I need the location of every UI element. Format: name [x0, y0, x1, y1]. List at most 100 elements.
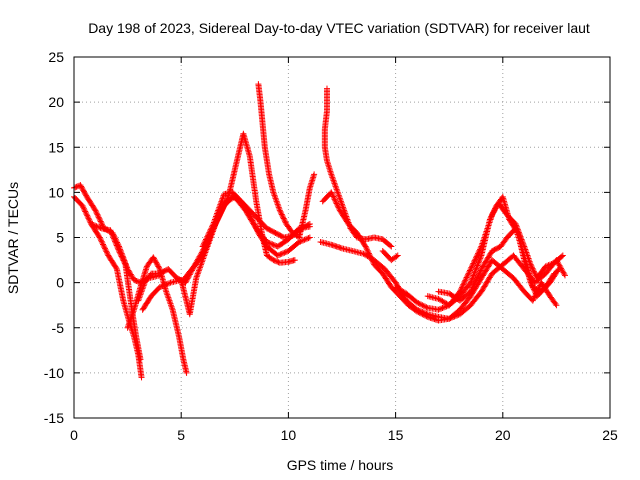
data-point: [328, 189, 335, 196]
data-point: [329, 192, 336, 199]
data-point: [546, 261, 553, 268]
data-point: [86, 218, 93, 225]
data-point: [542, 263, 549, 270]
data-point: [281, 218, 288, 225]
x-tick-label: 5: [177, 427, 185, 443]
data-point: [330, 194, 337, 201]
data-point: [277, 251, 284, 258]
data-point: [302, 236, 309, 243]
data-point: [469, 261, 476, 268]
data-point: [473, 263, 480, 270]
data-point: [282, 249, 289, 256]
data-point: [270, 241, 277, 248]
data-point: [271, 257, 278, 264]
data-point: [213, 212, 220, 219]
data-point: [554, 267, 561, 274]
data-point: [208, 225, 215, 232]
data-point: [274, 258, 281, 265]
data-point: [460, 280, 467, 287]
data-point: [489, 211, 496, 218]
data-point: [477, 253, 484, 260]
data-point: [200, 242, 207, 249]
data-point: [462, 275, 469, 282]
data-point: [474, 261, 481, 268]
data-point: [100, 242, 107, 249]
series-arc-12: [319, 189, 560, 324]
data-point: [89, 221, 96, 228]
data-point: [99, 240, 106, 247]
series-arc-10: [321, 85, 395, 250]
data-point: [477, 267, 484, 274]
data-point: [92, 207, 99, 214]
data-point: [281, 249, 288, 256]
data-point: [473, 265, 480, 272]
data-point: [217, 200, 224, 207]
data-point: [158, 283, 165, 290]
grid-lines: [74, 57, 610, 418]
data-point: [472, 256, 479, 263]
data-point: [201, 248, 208, 255]
data-point: [458, 284, 465, 291]
data-point: [95, 233, 102, 240]
data-point: [267, 240, 274, 247]
data-point: [82, 208, 89, 215]
data-point: [138, 374, 145, 381]
data-point: [94, 211, 101, 218]
data-point: [103, 249, 110, 256]
data-point: [116, 249, 123, 256]
data-point: [531, 269, 538, 276]
data-point: [83, 211, 90, 218]
data-point: [152, 258, 159, 265]
data-point: [483, 226, 490, 233]
data-point: [159, 283, 166, 290]
series-arc-15: [424, 200, 566, 309]
data-point: [95, 212, 102, 219]
data-point: [85, 215, 92, 222]
data-point: [280, 214, 287, 221]
data-point: [154, 262, 161, 269]
data-point: [468, 287, 475, 294]
data-point: [388, 243, 395, 250]
data-point: [470, 259, 477, 266]
data-point: [132, 277, 139, 284]
data-point: [331, 196, 338, 203]
data-point: [472, 278, 479, 285]
data-point: [311, 171, 318, 178]
data-point: [93, 208, 100, 215]
data-point: [218, 198, 225, 205]
data-point: [366, 251, 373, 258]
data-point: [220, 194, 227, 201]
data-point: [200, 249, 207, 256]
data-point: [113, 241, 120, 248]
data-point: [477, 255, 484, 262]
data-point: [469, 275, 476, 282]
data-point: [104, 251, 111, 258]
data-point: [277, 208, 284, 215]
data-point: [474, 262, 481, 269]
data-point: [117, 252, 124, 259]
data-point: [555, 266, 562, 273]
data-point: [214, 209, 221, 216]
data-point: [529, 297, 536, 304]
data-point: [97, 217, 104, 224]
x-axis-label: GPS time / hours: [287, 457, 394, 473]
series-arc-16: [435, 225, 562, 304]
axis-ticks: 0 5 10 15 20 25 -15 -10 -5 0 5 10 15 20 25: [44, 49, 618, 443]
data-point: [291, 257, 298, 264]
data-point: [297, 238, 304, 245]
data-point: [153, 260, 160, 267]
data-point: [119, 254, 126, 261]
data-point: [102, 245, 109, 252]
data-point: [209, 222, 216, 229]
data-point: [436, 306, 443, 313]
data-point: [459, 283, 466, 290]
data-point: [79, 202, 86, 209]
data-point: [133, 278, 140, 284]
data-point: [422, 303, 429, 310]
data-point: [108, 230, 115, 237]
data-point: [276, 207, 283, 214]
data-point: [266, 240, 273, 247]
data-point: [415, 309, 422, 316]
data-point: [202, 236, 209, 243]
data-point: [95, 214, 102, 221]
